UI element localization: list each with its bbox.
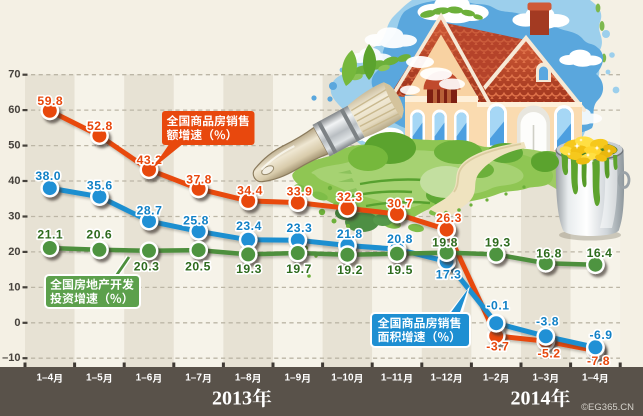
- svg-text:20.8: 20.8: [387, 232, 413, 246]
- svg-text:1–3: 1–3: [532, 373, 549, 384]
- svg-text:25.8: 25.8: [183, 214, 209, 228]
- svg-text:1–5: 1–5: [86, 373, 103, 384]
- svg-text:33.9: 33.9: [287, 185, 313, 199]
- svg-text:59.8: 59.8: [37, 94, 63, 108]
- svg-text:10: 10: [8, 281, 20, 293]
- svg-text:32.3: 32.3: [337, 190, 363, 204]
- svg-text:37.8: 37.8: [186, 173, 212, 187]
- svg-text:-3.8: -3.8: [536, 315, 559, 329]
- svg-text:52.8: 52.8: [87, 119, 113, 133]
- svg-text:20.6: 20.6: [86, 228, 112, 242]
- svg-text:2013: 2013: [212, 387, 252, 409]
- svg-text:-0.1: -0.1: [486, 299, 509, 313]
- svg-text:16.4: 16.4: [587, 246, 613, 260]
- svg-text:1–9: 1–9: [284, 373, 301, 384]
- svg-text:21.1: 21.1: [37, 228, 63, 242]
- svg-text:-3.7: -3.7: [486, 340, 509, 354]
- svg-text:50: 50: [8, 140, 20, 152]
- svg-text:30.7: 30.7: [387, 197, 413, 211]
- svg-text:-7.8: -7.8: [587, 354, 610, 368]
- svg-text:0: 0: [14, 317, 20, 329]
- svg-text:–10: –10: [2, 352, 20, 364]
- svg-text:1–7: 1–7: [185, 373, 202, 384]
- svg-text:16.8: 16.8: [536, 246, 562, 260]
- svg-text:1–6: 1–6: [136, 373, 153, 384]
- svg-text:1–4: 1–4: [36, 373, 53, 384]
- svg-text:30: 30: [8, 211, 20, 223]
- svg-text:19.8: 19.8: [432, 235, 458, 249]
- svg-text:26.3: 26.3: [436, 211, 462, 225]
- svg-text:21.8: 21.8: [337, 227, 363, 241]
- svg-text:1–11: 1–11: [381, 373, 403, 384]
- svg-text:1–4: 1–4: [582, 373, 599, 384]
- svg-text:-6.9: -6.9: [589, 328, 612, 342]
- svg-text:23.4: 23.4: [236, 219, 262, 233]
- svg-text:20.5: 20.5: [185, 260, 211, 274]
- svg-text:17.3: 17.3: [436, 268, 462, 282]
- svg-text:1–2: 1–2: [483, 373, 500, 384]
- svg-text:©EG365.CN: ©EG365.CN: [581, 402, 634, 413]
- svg-text:35.6: 35.6: [87, 179, 113, 193]
- svg-text:19.5: 19.5: [387, 263, 413, 277]
- svg-text:28.7: 28.7: [137, 204, 163, 218]
- svg-text:1–8: 1–8: [235, 373, 252, 384]
- svg-text:2014: 2014: [511, 387, 551, 409]
- svg-text:19.2: 19.2: [337, 263, 363, 277]
- svg-text:23.3: 23.3: [287, 221, 313, 235]
- svg-text:1–10: 1–10: [331, 373, 354, 384]
- svg-text:34.4: 34.4: [237, 184, 263, 198]
- svg-text:40: 40: [8, 175, 20, 187]
- svg-text:19.3: 19.3: [236, 262, 262, 276]
- svg-text:19.3: 19.3: [485, 236, 511, 250]
- svg-text:20: 20: [8, 246, 20, 258]
- svg-text:20.3: 20.3: [134, 260, 160, 274]
- svg-text:60: 60: [8, 104, 20, 116]
- svg-text:70: 70: [8, 69, 20, 81]
- svg-text:19.7: 19.7: [286, 262, 312, 276]
- svg-text:1–12: 1–12: [430, 373, 453, 384]
- svg-text:38.0: 38.0: [35, 169, 61, 183]
- svg-text:-5.2: -5.2: [537, 347, 560, 361]
